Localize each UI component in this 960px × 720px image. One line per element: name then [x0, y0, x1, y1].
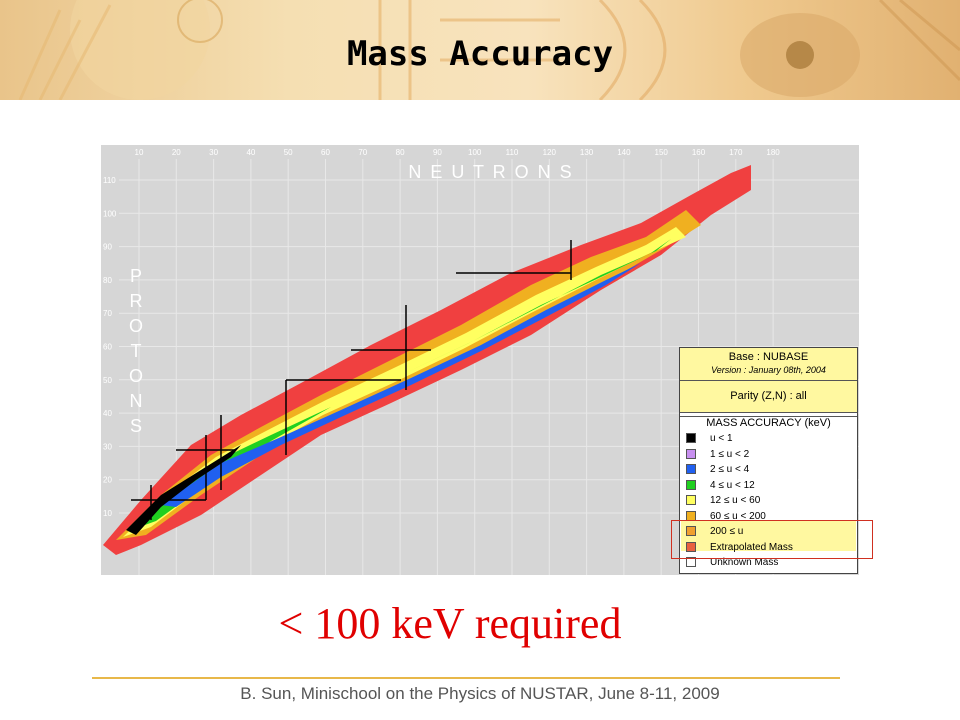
- precise-region: [126, 445, 241, 535]
- legend-item: u < 1: [686, 432, 856, 445]
- magic-number-lines: [131, 240, 572, 520]
- legend-item: Unknown Mass: [686, 556, 856, 569]
- banner-decoration: [18, 0, 960, 100]
- x-tick-label: 130: [580, 148, 594, 157]
- protons-letter: O: [129, 366, 143, 386]
- legend-version: Version : January 08th, 2004: [711, 365, 826, 375]
- title-banner: Mass Accuracy: [0, 0, 960, 100]
- protons-letter: S: [130, 416, 142, 436]
- x-tick-label: 110: [506, 148, 519, 157]
- y-tick-label: 50: [103, 376, 112, 385]
- nuclide-chart: 10 20 30 40 50 60 70 80 90 100 110 120 130 140 150 160 1…: [101, 145, 859, 575]
- good-accuracy-region: [131, 239, 671, 530]
- legend-label: 2 ≤ u < 4: [710, 464, 750, 475]
- legend-swatch: [686, 433, 696, 443]
- legend-swatch: [686, 448, 696, 459]
- y-tick-labels: 10 20 30 40 50 60 70 80 90 100 110: [103, 176, 117, 518]
- y-tick-label: 110: [103, 176, 116, 185]
- protons-letter: O: [129, 316, 143, 336]
- legend-highlight: [681, 521, 856, 551]
- x-tick-label: 120: [543, 148, 557, 157]
- legend-label: Unknown Mass: [710, 557, 779, 568]
- y-tick-label: 100: [103, 209, 117, 218]
- nuclide-band: [103, 165, 751, 555]
- high-accuracy-region: [161, 263, 641, 507]
- legend-swatch: [686, 557, 696, 567]
- x-tick-label: 80: [396, 148, 405, 157]
- legend-swatch: [686, 479, 696, 490]
- x-tick-label: 30: [209, 148, 218, 157]
- x-tick-label: 140: [617, 148, 631, 157]
- legend-label: 60 ≤ u < 200: [710, 510, 766, 522]
- y-tick-label: 30: [103, 442, 112, 451]
- legend-swatch: [686, 495, 696, 505]
- chart-legend: Base : NUBASE Version : January 08th, 20…: [679, 347, 858, 574]
- x-tick-label: 20: [172, 148, 181, 157]
- protons-letter: T: [131, 341, 142, 361]
- legend-swatch: [686, 464, 696, 474]
- legend-item: 1 ≤ u < 2: [686, 448, 856, 461]
- legend-item: 4 ≤ u < 12: [686, 479, 856, 492]
- protons-letter: P: [130, 266, 142, 286]
- protons-letter: N: [130, 391, 143, 411]
- footer-divider: [92, 677, 840, 679]
- x-tick-label: 10: [135, 148, 144, 157]
- x-tick-label: 70: [358, 148, 367, 157]
- x-tick-label: 60: [321, 148, 330, 157]
- legend-base-box: Base : NUBASE Version : January 08th, 20…: [680, 348, 857, 381]
- legend-label: 4 ≤ u < 12: [710, 479, 755, 491]
- legend-accuracy-title: MASS ACCURACY (keV): [706, 417, 831, 429]
- highlight-frame: [671, 520, 873, 559]
- y-tick-label: 80: [103, 276, 112, 285]
- legend-swatch: [686, 541, 696, 552]
- legend-item: 200 ≤ u: [686, 525, 856, 538]
- legend-swatch: [686, 526, 696, 536]
- x-tick-label: 160: [692, 148, 706, 157]
- legend-label: Extrapolated Mass: [710, 541, 793, 553]
- protons-letter: R: [130, 291, 143, 311]
- y-tick-label: 40: [103, 409, 112, 418]
- legend-label: 1 ≤ u < 2: [710, 448, 750, 460]
- x-tick-labels: 10 20 30 40 50 60 70 80 90 100 110 120 130 140 150 160 1…: [135, 148, 781, 157]
- medium-accuracy-region: [123, 227, 686, 537]
- y-tick-label: 70: [103, 309, 112, 318]
- y-tick-label: 90: [103, 243, 112, 252]
- legend-label: 12 ≤ u < 60: [710, 495, 761, 506]
- neutrons-axis-label: N E U T R O N S: [408, 162, 573, 182]
- legend-parity: Parity (Z,N) : all: [680, 381, 857, 413]
- legend-item: 2 ≤ u < 4: [686, 463, 856, 476]
- x-tick-label: 90: [433, 148, 442, 157]
- requirement-note: < 100 keV required: [278, 599, 622, 648]
- x-tick-label: 180: [766, 148, 780, 157]
- x-tick-label: 100: [468, 148, 482, 157]
- footer-credit: B. Sun, Minischool on the Physics of NUS…: [240, 684, 720, 703]
- x-tick-label: 170: [729, 148, 743, 157]
- x-tick-label: 50: [284, 148, 293, 157]
- y-tick-label: 10: [103, 509, 112, 518]
- legend-label: 200 ≤ u: [710, 526, 744, 537]
- legend-swatch: [686, 510, 696, 521]
- legend-item: 12 ≤ u < 60: [686, 494, 856, 507]
- legend-item: Extrapolated Mass: [686, 541, 856, 554]
- y-tick-label: 20: [103, 476, 112, 485]
- slide-title: Mass Accuracy: [346, 34, 614, 74]
- x-tick-label: 150: [655, 148, 669, 157]
- y-tick-label: 60: [103, 343, 112, 352]
- legend-base: Base : NUBASE: [728, 351, 809, 363]
- legend-label: u < 1: [710, 433, 733, 444]
- x-tick-label: 40: [246, 148, 255, 157]
